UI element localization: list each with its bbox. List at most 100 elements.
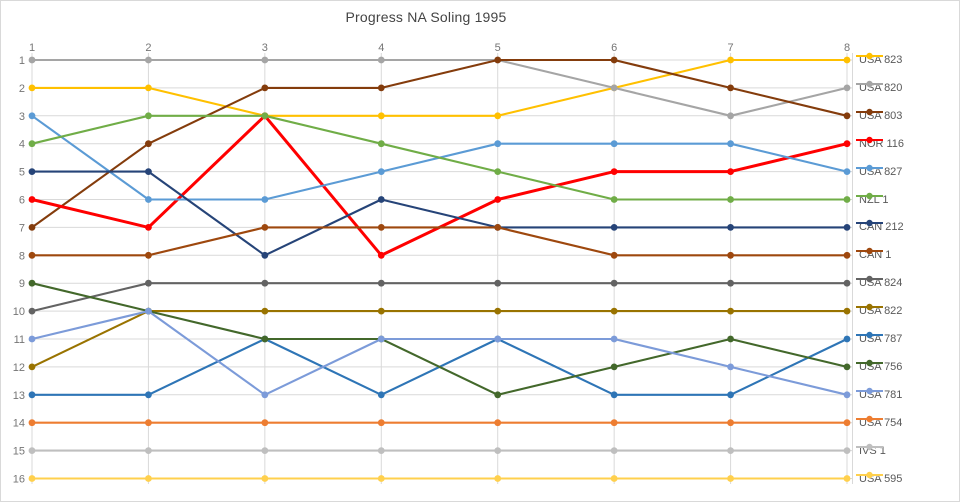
data-point-nzl-1-race-7 bbox=[727, 196, 734, 203]
series-line-nzl-1 bbox=[30, 114, 849, 201]
data-point-can-1-race-1 bbox=[28, 251, 36, 259]
data-point-usa-595-race-2 bbox=[145, 475, 152, 482]
data-point-usa-595-race-7 bbox=[727, 475, 734, 482]
legend-item-nzl-1: NZL 1 bbox=[856, 191, 889, 209]
data-point-can-212-race-1 bbox=[28, 168, 36, 176]
data-point-usa-787-race-8 bbox=[843, 335, 851, 343]
y-tick-label: 12 bbox=[13, 362, 25, 374]
data-point-nor-116-race-7 bbox=[727, 168, 734, 176]
legend-marker-icon bbox=[856, 275, 883, 283]
data-point-can-1-race-4 bbox=[377, 224, 385, 231]
legend-marker-icon bbox=[856, 52, 883, 60]
data-point-ivs-1-race-8 bbox=[843, 447, 851, 454]
data-point-usa-820-race-1 bbox=[28, 56, 36, 64]
data-point-usa-595-race-6 bbox=[610, 475, 618, 482]
legend-item-usa-824: USA 824 bbox=[856, 274, 902, 292]
legend-marker-icon bbox=[856, 471, 883, 478]
data-point-usa-803-race-1 bbox=[28, 224, 36, 231]
legend-marker-icon bbox=[856, 303, 883, 311]
data-point-nor-116-race-4 bbox=[377, 251, 385, 259]
legend-item-usa-781: USA 781 bbox=[856, 386, 902, 404]
legend-item-usa-822: USA 822 bbox=[856, 302, 902, 320]
data-point-usa-823-race-2 bbox=[145, 84, 152, 92]
x-tick-label: 1 bbox=[29, 42, 35, 54]
data-point-usa-754-race-8 bbox=[843, 419, 851, 427]
data-point-usa-824-race-6 bbox=[610, 279, 618, 287]
data-point-nzl-1-race-8 bbox=[843, 196, 851, 203]
data-point-usa-822-race-1 bbox=[28, 363, 36, 371]
data-point-usa-827-race-1 bbox=[28, 112, 36, 120]
y-tick-label: 5 bbox=[19, 167, 25, 179]
data-point-usa-820-race-6 bbox=[610, 84, 618, 92]
data-point-usa-595-race-8 bbox=[843, 475, 851, 482]
legend-item-usa-756: USA 756 bbox=[856, 358, 902, 376]
series-line-nor-116 bbox=[30, 114, 849, 257]
y-tick-label: 9 bbox=[19, 278, 25, 290]
data-point-usa-820-race-8 bbox=[843, 84, 851, 92]
data-point-can-212-race-6 bbox=[610, 224, 618, 231]
legend-marker-icon bbox=[856, 359, 883, 367]
data-point-usa-787-race-4 bbox=[377, 391, 385, 399]
data-point-usa-595-race-3 bbox=[261, 475, 269, 482]
data-point-ivs-1-race-4 bbox=[377, 447, 385, 454]
data-point-usa-824-race-1 bbox=[28, 307, 36, 315]
data-point-usa-803-race-3 bbox=[261, 84, 269, 92]
data-point-usa-756-race-1 bbox=[28, 279, 36, 287]
series-line-can-1 bbox=[30, 226, 849, 257]
y-tick-label: 14 bbox=[13, 418, 25, 430]
data-point-usa-781-race-8 bbox=[843, 391, 851, 399]
data-point-usa-803-race-6 bbox=[610, 56, 618, 64]
data-point-usa-756-race-6 bbox=[610, 363, 618, 371]
y-tick-label: 13 bbox=[13, 390, 25, 402]
data-point-usa-754-race-2 bbox=[145, 419, 152, 427]
data-point-usa-781-race-7 bbox=[727, 363, 734, 371]
x-tick-label: 3 bbox=[262, 42, 268, 54]
data-point-usa-823-race-8 bbox=[843, 56, 851, 64]
data-point-ivs-1-race-6 bbox=[610, 447, 618, 454]
data-point-usa-756-race-8 bbox=[843, 363, 851, 371]
data-point-usa-787-race-1 bbox=[28, 391, 36, 399]
data-point-ivs-1-race-1 bbox=[28, 447, 36, 454]
legend-item-can-212: CAN 212 bbox=[856, 218, 904, 236]
x-tick-label: 8 bbox=[844, 42, 850, 54]
data-point-usa-754-race-5 bbox=[494, 419, 502, 427]
data-point-usa-787-race-6 bbox=[610, 391, 618, 399]
data-point-usa-824-race-8 bbox=[843, 279, 851, 287]
data-point-usa-803-race-5 bbox=[494, 56, 502, 64]
data-point-ivs-1-race-3 bbox=[261, 447, 269, 454]
data-point-usa-754-race-7 bbox=[727, 419, 734, 427]
data-point-usa-822-race-5 bbox=[494, 307, 502, 315]
data-point-ivs-1-race-7 bbox=[727, 447, 734, 454]
legend-item-usa-823: USA 823 bbox=[856, 51, 902, 69]
data-point-usa-822-race-4 bbox=[377, 307, 385, 315]
data-point-usa-787-race-7 bbox=[727, 391, 734, 399]
data-point-usa-827-race-3 bbox=[261, 196, 269, 203]
y-tick-label: 1 bbox=[19, 55, 25, 67]
series-line-usa-781 bbox=[30, 310, 849, 396]
y-tick-label: 10 bbox=[13, 306, 25, 318]
legend-marker-icon bbox=[856, 164, 883, 171]
y-tick-label: 16 bbox=[13, 474, 25, 486]
data-point-can-212-race-2 bbox=[145, 168, 152, 176]
data-point-usa-822-race-7 bbox=[727, 307, 734, 315]
series-line-usa-822 bbox=[30, 310, 849, 368]
data-point-usa-824-race-4 bbox=[377, 279, 385, 287]
data-point-usa-820-race-3 bbox=[261, 56, 269, 64]
data-point-can-1-race-6 bbox=[610, 251, 618, 259]
legend-marker-icon bbox=[856, 248, 883, 255]
data-point-usa-756-race-5 bbox=[494, 391, 502, 399]
data-point-usa-820-race-7 bbox=[727, 112, 734, 120]
data-point-usa-803-race-4 bbox=[377, 84, 385, 92]
data-point-can-212-race-8 bbox=[843, 224, 851, 231]
data-point-nzl-1-race-6 bbox=[610, 196, 618, 203]
data-point-usa-787-race-2 bbox=[145, 391, 152, 399]
legend-marker-icon bbox=[856, 192, 883, 199]
data-point-usa-824-race-5 bbox=[494, 279, 502, 287]
x-tick-label: 7 bbox=[728, 42, 734, 54]
data-point-ivs-1-race-5 bbox=[494, 447, 502, 454]
data-point-usa-754-race-1 bbox=[28, 419, 36, 427]
x-tick-label: 4 bbox=[378, 42, 384, 54]
data-point-usa-824-race-3 bbox=[261, 279, 269, 287]
data-point-usa-781-race-4 bbox=[377, 335, 385, 343]
